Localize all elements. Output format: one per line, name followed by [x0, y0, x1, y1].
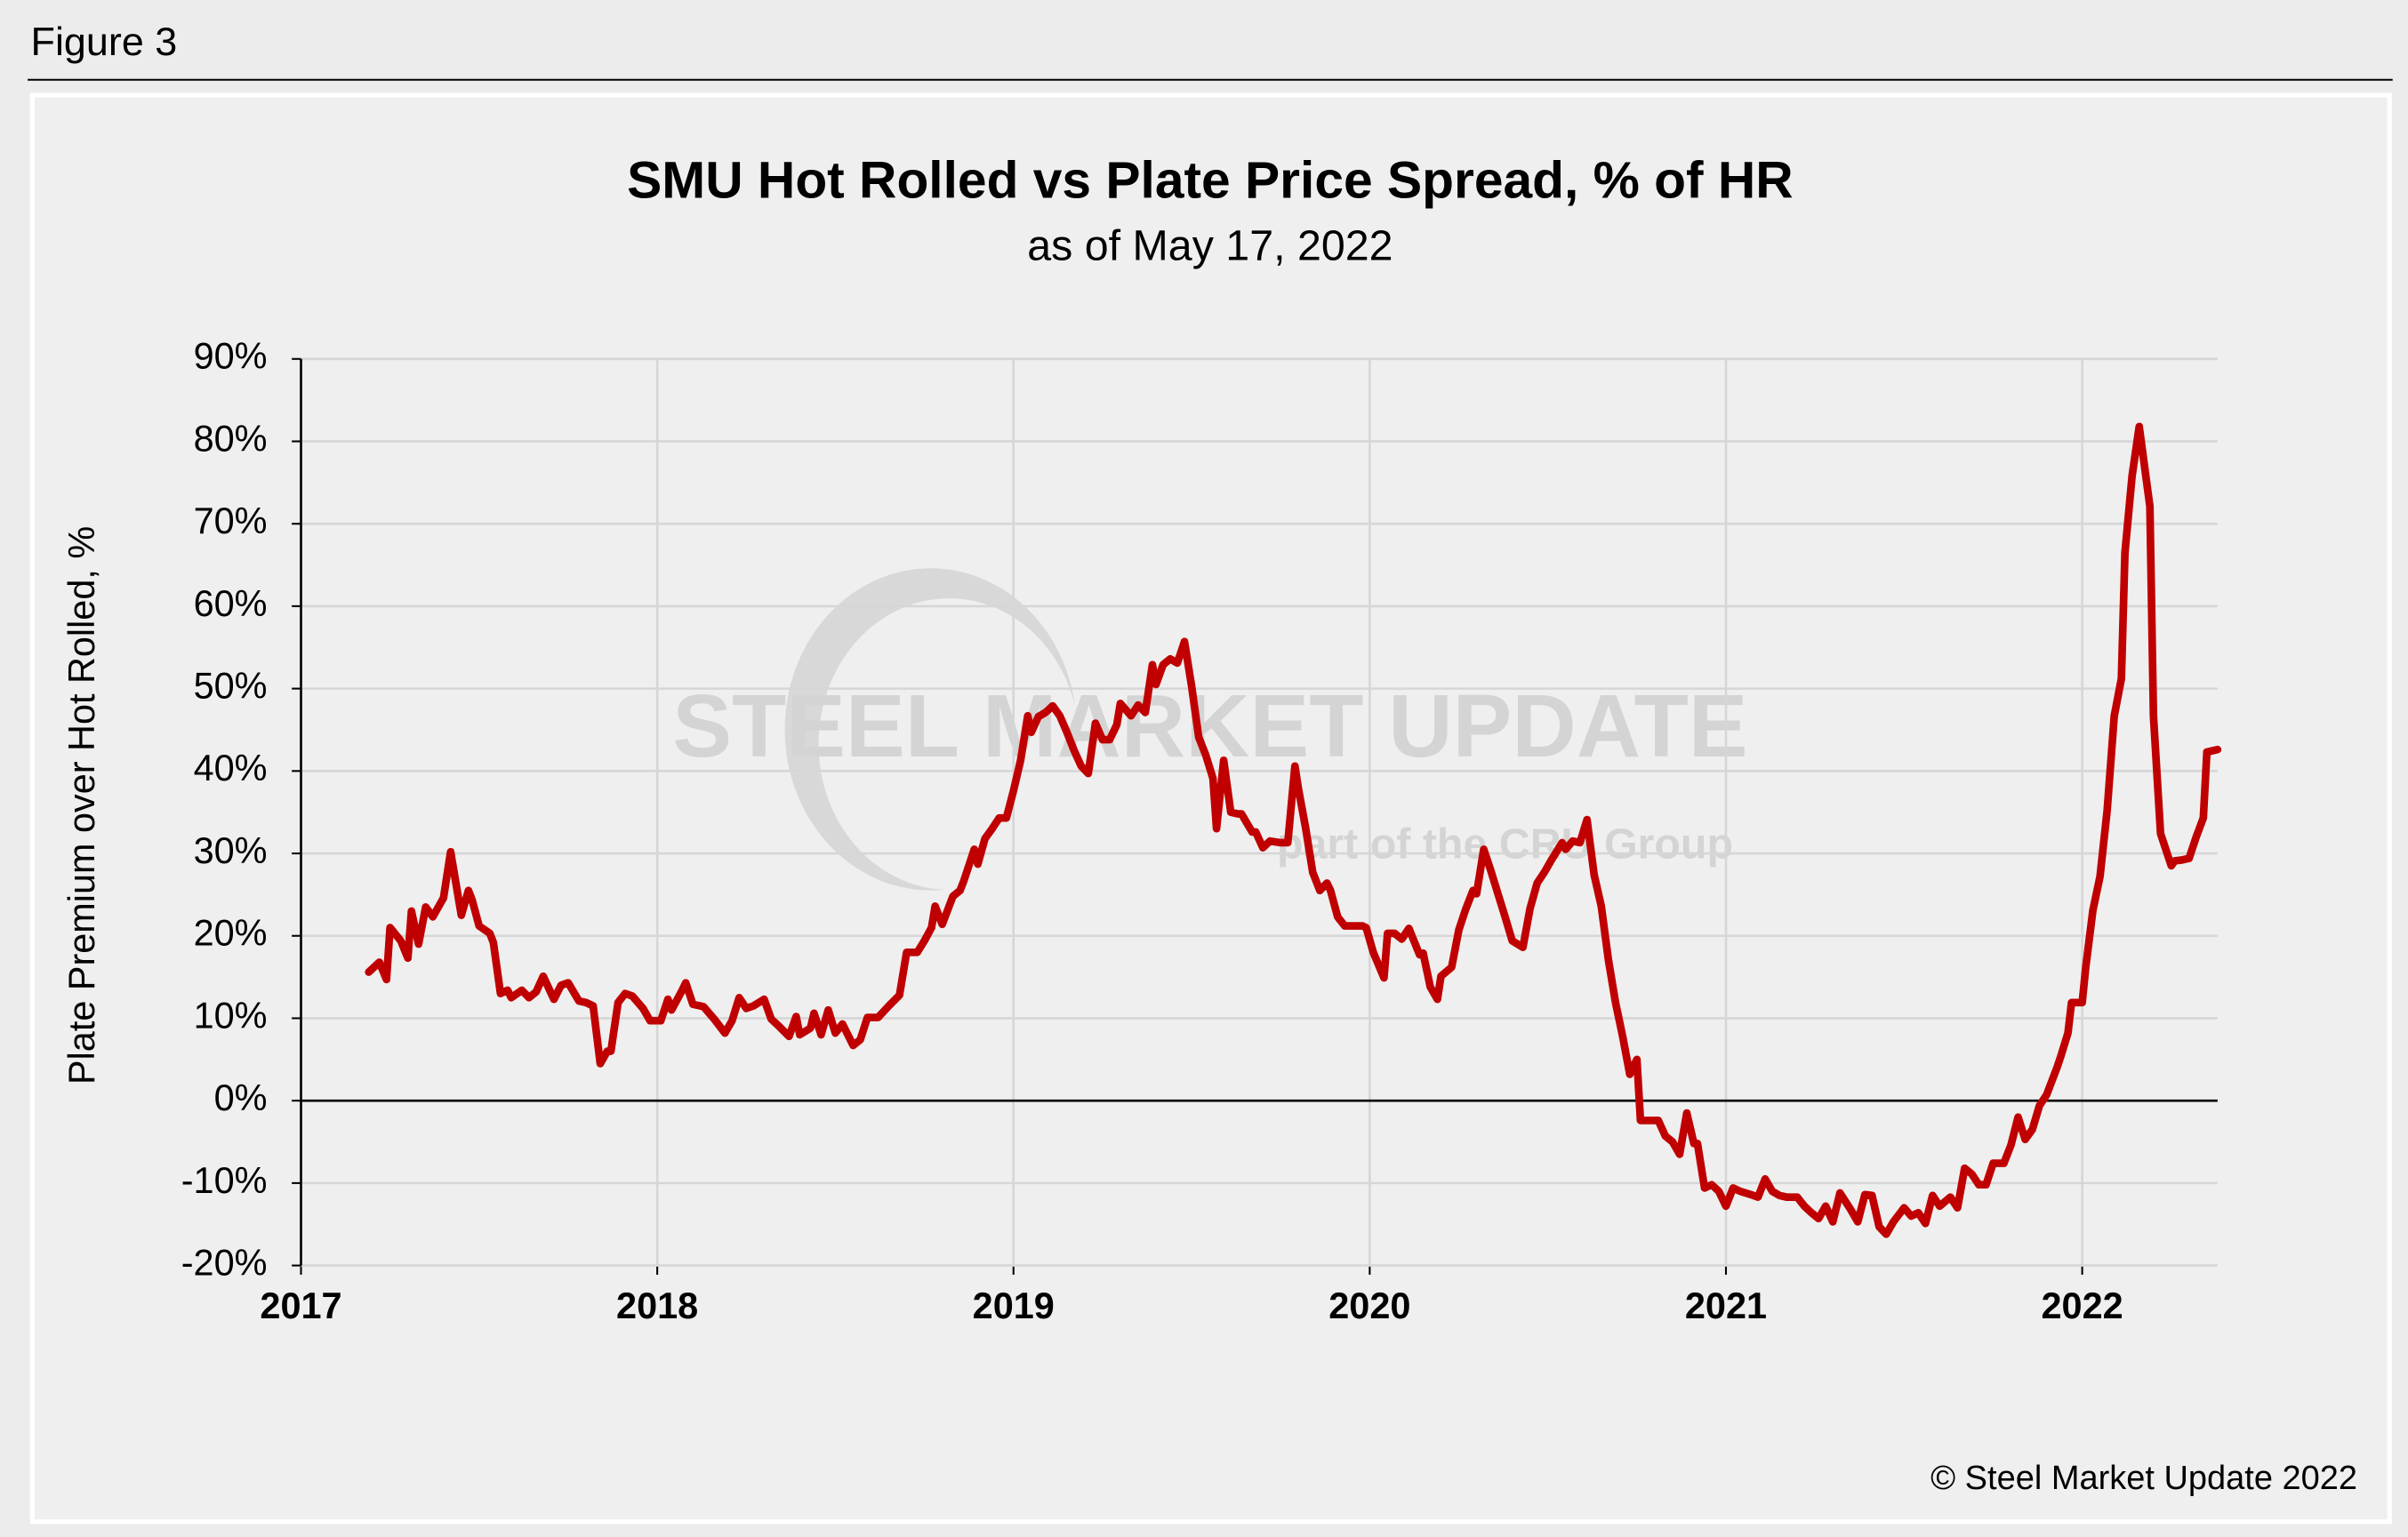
chart-subtitle: as of May 17, 2022	[1027, 221, 1393, 269]
x-tick-label: 2020	[1328, 1285, 1410, 1326]
x-tick-label: 2017	[260, 1285, 341, 1326]
y-tick-label: 30%	[194, 829, 268, 871]
x-tick-label: 2022	[2042, 1285, 2123, 1326]
x-tick-label: 2021	[1685, 1285, 1767, 1326]
watermark-subtext: part of the CRU Group	[1277, 820, 1733, 868]
y-axis-label: Plate Premium over Hot Rolled, %	[60, 526, 102, 1085]
y-tick-label: 40%	[194, 747, 268, 789]
credit: © Steel Market Update 2022	[1930, 1460, 2357, 1497]
y-tick-label: 0%	[214, 1077, 268, 1118]
y-tick-label: 20%	[194, 912, 268, 954]
y-tick-label: 70%	[194, 500, 268, 541]
y-tick-label: -10%	[181, 1159, 268, 1201]
x-tick-label: 2019	[973, 1285, 1055, 1326]
plot: 2017 2018 2019 2020 2021 2022 -20% -10% 0% 10% 20%…	[181, 335, 2222, 1326]
y-tick-label: 80%	[194, 417, 268, 459]
y-tick-label: 50%	[194, 665, 268, 707]
chart-panel	[29, 92, 2392, 1525]
x-tick-label: 2018	[616, 1285, 698, 1326]
y-tick-label: 60%	[194, 582, 268, 624]
figure-label: Figure 3	[31, 19, 178, 64]
y-tick-label: 10%	[194, 994, 268, 1036]
y-tick-label: -20%	[181, 1242, 268, 1284]
chart-title: SMU Hot Rolled vs Plate Price Spread, % …	[627, 152, 1794, 210]
y-tick-label: 90%	[194, 335, 268, 377]
data-line	[365, 422, 2222, 1238]
